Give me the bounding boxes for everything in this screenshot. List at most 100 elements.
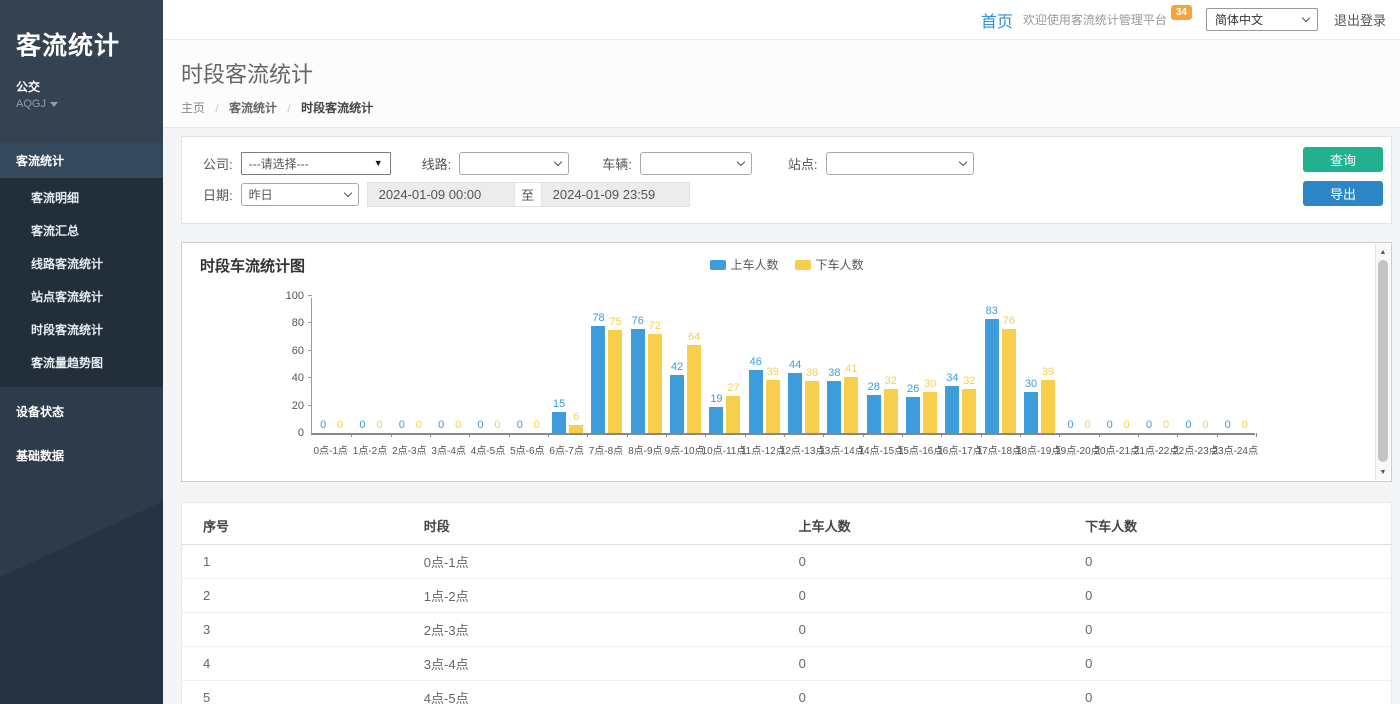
y-axis-tick xyxy=(308,349,312,351)
chevron-down-icon xyxy=(343,188,352,197)
scroll-up-arrow-icon[interactable]: ▲ xyxy=(1379,248,1387,256)
bar-value-label: 76 xyxy=(1002,314,1015,327)
table-cell: 0 xyxy=(798,544,1086,579)
sidebar-item-device-status[interactable]: 设备状态 xyxy=(16,405,65,419)
bar-value-label: 32 xyxy=(884,375,897,388)
sidebar-subitem[interactable]: 线路客流统计 xyxy=(31,257,104,271)
export-button[interactable]: 导出 xyxy=(1303,181,1383,206)
bar-value-label: 0 xyxy=(398,419,405,431)
legend-alighting: 下车人数 xyxy=(794,256,864,273)
y-axis-tick-label: 80 xyxy=(291,317,304,330)
station-label: 站点: xyxy=(787,156,818,172)
bar xyxy=(748,369,763,433)
bar-value-label: 72 xyxy=(648,320,661,333)
x-axis-tick xyxy=(862,433,864,437)
date-to-input[interactable]: 2024-01-09 23:59 xyxy=(541,181,690,207)
bar xyxy=(984,319,999,433)
bar-group: 28 32 xyxy=(863,298,902,433)
x-axis-category-label: 19点-20点 xyxy=(1055,446,1101,457)
x-axis-tick xyxy=(980,433,982,437)
table-cell: 4 xyxy=(182,646,424,681)
scrollbar-thumb[interactable] xyxy=(1378,260,1388,462)
sidebar-item-base-data[interactable]: 基础数据 xyxy=(16,449,65,463)
table-cell: 4点-5点 xyxy=(423,680,799,704)
legend-swatch-yellow xyxy=(794,259,811,270)
bar-and-label: 0 xyxy=(490,420,504,433)
date-label: 日期: xyxy=(203,187,233,203)
sidebar-subitem[interactable]: 站点客流统计 xyxy=(31,290,104,304)
bar-value-label: 0 xyxy=(1241,419,1248,431)
table-row: 3 2点-3点 0 0 xyxy=(182,612,1391,647)
bar-value-label: 30 xyxy=(1024,377,1038,390)
bar-value-label: 0 xyxy=(415,419,422,431)
table-cell: 0点-1点 xyxy=(423,544,799,579)
bar-group: 19 27 xyxy=(705,298,744,433)
query-button[interactable]: 查询 xyxy=(1303,147,1383,172)
y-axis-tick xyxy=(308,322,312,324)
sidebar-section-passenger-stats[interactable]: 客流统计 xyxy=(0,143,163,178)
x-axis-tick xyxy=(587,433,589,437)
bar-and-label: 78 xyxy=(591,313,606,433)
date-preset-select[interactable]: 昨日 xyxy=(240,182,359,206)
breadcrumb-passenger-stats[interactable]: 客流统计 xyxy=(229,101,278,115)
bar xyxy=(1041,379,1056,433)
breadcrumb-home[interactable]: 主页 xyxy=(181,101,206,115)
bar xyxy=(591,326,606,433)
bar-and-label: 0 xyxy=(1159,420,1173,433)
home-link[interactable]: 首页 xyxy=(980,13,1013,31)
bar-value-label: 0 xyxy=(1084,419,1091,431)
bar-value-label: 0 xyxy=(1145,419,1153,431)
bar xyxy=(906,397,921,433)
org-code-dropdown[interactable]: AQGJ xyxy=(0,95,163,113)
x-axis-category-label: 11点-12点 xyxy=(740,446,786,457)
x-axis-category-label: 10点-11点 xyxy=(701,446,747,457)
chart-scrollbar[interactable]: ▲ ▼ xyxy=(1375,244,1390,480)
x-axis-tick xyxy=(469,433,471,437)
bar-and-label: 38 xyxy=(805,367,820,433)
date-from-input[interactable]: 2024-01-09 00:00 xyxy=(366,181,515,207)
bar-value-label: 38 xyxy=(828,366,841,379)
x-axis-tick xyxy=(823,433,825,437)
bar-group: 30 39 xyxy=(1020,298,1059,433)
chart-panel: 时段车流统计图 上车人数 下车人数 0 20 40 60 80 100 0 0 0 0 0 0 0 0 0 0… xyxy=(181,242,1392,482)
bar xyxy=(945,386,960,433)
bar-group: 38 41 xyxy=(823,298,862,433)
company-select[interactable]: ---请选择--- ▼ xyxy=(240,151,391,175)
bar xyxy=(630,328,645,433)
x-axis-category-label: 14点-15点 xyxy=(858,446,905,457)
vehicle-select[interactable] xyxy=(639,151,752,175)
sidebar-subitem[interactable]: 时段客流统计 xyxy=(31,323,104,337)
sidebar-subitem[interactable]: 客流量趋势图 xyxy=(31,356,104,370)
sidebar-subitem[interactable]: 客流汇总 xyxy=(31,224,80,238)
x-axis-category-label: 3点-4点 xyxy=(431,446,466,457)
logout-link[interactable]: 退出登录 xyxy=(1333,13,1386,28)
x-axis-category-label: 16点-17点 xyxy=(937,446,983,457)
table-cell: 0 xyxy=(798,612,1086,647)
station-select[interactable] xyxy=(825,151,974,175)
scroll-down-arrow-icon[interactable]: ▼ xyxy=(1379,468,1387,476)
bar xyxy=(647,334,662,433)
bar-value-label: 42 xyxy=(670,361,684,374)
bar-and-label: 39 xyxy=(765,366,780,433)
line-select[interactable] xyxy=(459,151,570,175)
bar-value-label: 76 xyxy=(631,314,644,327)
x-axis-tick xyxy=(626,433,628,437)
bar-value-label: 75 xyxy=(609,316,622,329)
bar-and-label: 0 xyxy=(1080,420,1094,433)
sidebar-subitem[interactable]: 客流明细 xyxy=(31,191,80,205)
bar-and-label: 0 xyxy=(1221,420,1235,433)
bar xyxy=(569,424,584,433)
x-axis-tick xyxy=(744,433,746,437)
bar-value-label: 0 xyxy=(516,419,523,431)
bar-value-label: 30 xyxy=(923,377,937,390)
language-select[interactable]: 简体中文 xyxy=(1205,8,1318,31)
bar-and-label: 0 xyxy=(451,420,465,433)
bar-group: 76 72 xyxy=(627,298,666,433)
bar-value-label: 0 xyxy=(1185,419,1192,431)
bar-group: 15 6 xyxy=(548,298,587,433)
page-header: 时段客流统计 主页 / 客流统计 / 时段客流统计 xyxy=(163,40,1400,128)
